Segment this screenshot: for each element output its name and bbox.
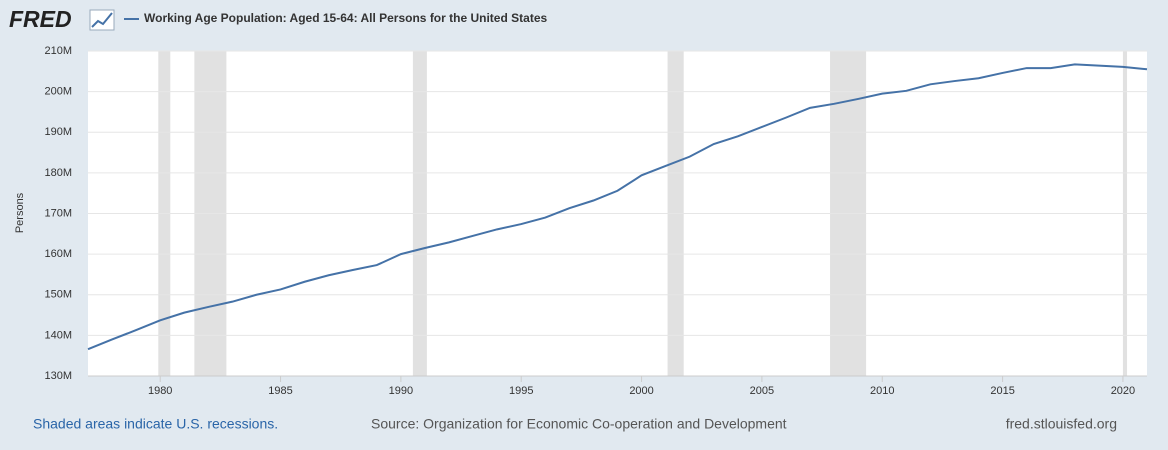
site-link[interactable]: fred.stlouisfed.org <box>1006 416 1117 432</box>
source: Source: Organization for Economic Co-ope… <box>371 416 787 432</box>
y-tick-label: 150M <box>44 289 72 301</box>
logo[interactable]: FRED <box>9 6 72 32</box>
y-tick-label: 130M <box>44 370 72 382</box>
recession-note[interactable]: Shaded areas indicate U.S. recessions. <box>33 416 278 432</box>
x-tick-label: 2015 <box>990 385 1014 397</box>
y-tick-label: 170M <box>44 207 72 219</box>
y-axis-label: Persons <box>14 192 26 233</box>
x-tick-label: 2010 <box>870 385 894 397</box>
x-tick-label: 2020 <box>1111 385 1135 397</box>
y-tick-label: 160M <box>44 248 72 260</box>
x-tick-label: 2000 <box>629 385 653 397</box>
y-tick-label: 210M <box>44 45 72 57</box>
logo-icon <box>89 9 115 31</box>
y-tick-label: 140M <box>44 329 72 341</box>
x-tick-label: 1995 <box>509 385 533 397</box>
x-tick-label: 1985 <box>268 385 292 397</box>
data-line <box>87 63 1148 351</box>
y-tick-label: 200M <box>44 86 72 98</box>
y-tick-label: 180M <box>44 167 72 179</box>
legend-label: Working Age Population: Aged 15-64: All … <box>144 11 547 25</box>
x-tick-label: 2005 <box>750 385 774 397</box>
x-tick-label: 1980 <box>148 385 172 397</box>
y-tick-label: 190M <box>44 126 72 138</box>
x-tick-label: 1990 <box>389 385 413 397</box>
